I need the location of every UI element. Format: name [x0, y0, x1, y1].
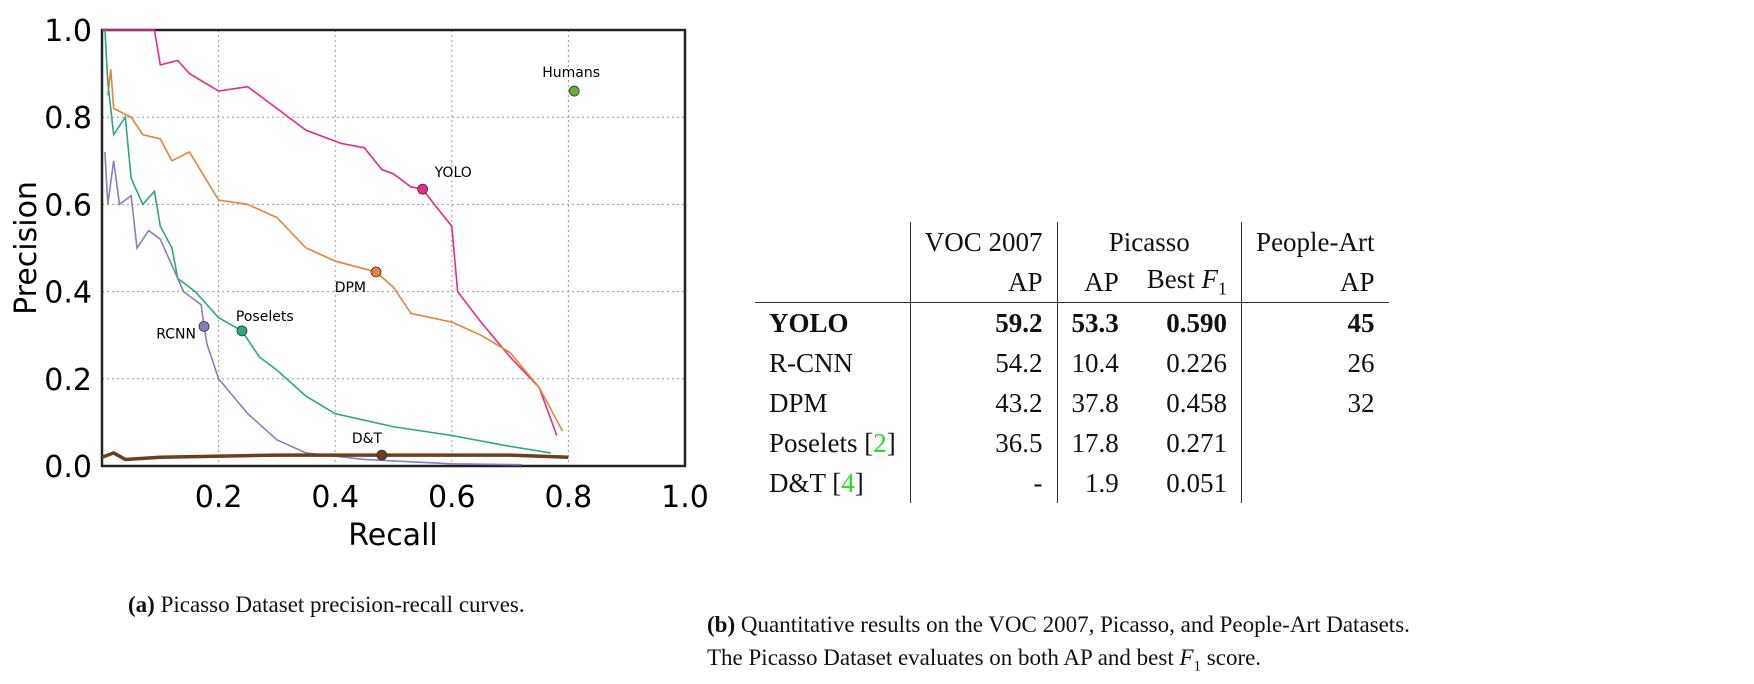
series-marker — [370, 266, 382, 278]
series-marker — [568, 85, 580, 97]
x-tick-label: 0.2 — [195, 480, 243, 515]
series-line — [102, 29, 558, 436]
caption-b-line2: The Picasso Dataset evaluates on both AP… — [707, 645, 1180, 670]
cell-picasso-ap: 53.3 — [1056, 302, 1133, 343]
cell-voc-ap: 59.2 — [909, 302, 1058, 343]
cell-picasso-f1: 0.458 — [1166, 387, 1228, 418]
y-axis-label: Precision — [9, 181, 44, 315]
series-label: DPM — [335, 280, 366, 296]
cell-picasso-ap: 37.8 — [1056, 383, 1133, 423]
cell-name: R-CNN — [769, 347, 854, 378]
citation-link[interactable]: 4 — [841, 467, 855, 498]
cell-picasso-f1: 0.271 — [1166, 427, 1228, 458]
series-rcnn: RCNN — [104, 152, 522, 466]
y-tick-label: 0.4 — [44, 276, 92, 311]
x-tick-label: 0.6 — [428, 480, 476, 515]
cell-voc-ap: 54.2 — [909, 343, 1058, 383]
series-line — [104, 152, 522, 466]
header-picasso-f1: Best F1 — [1132, 262, 1242, 303]
cell-peopleart-ap: 32 — [1241, 383, 1389, 423]
header-voc-ap: AP — [909, 262, 1058, 303]
y-tick-label: 0.2 — [44, 363, 92, 398]
series-marker — [198, 321, 210, 332]
cell-picasso-f1: 0.590 — [1166, 307, 1228, 338]
cell-voc-ap: 36.5 — [909, 423, 1058, 463]
cell-voc-ap: 43.2 — [909, 383, 1058, 423]
series-d-t: D&T — [101, 431, 569, 462]
cell-name: Poselets [2] — [769, 427, 896, 458]
y-tick-label: 1.0 — [44, 14, 92, 49]
caption-b-line1: Quantitative results on the VOC 2007, Pi… — [735, 612, 1410, 637]
header-people-art: People-Art — [1241, 222, 1389, 262]
grid — [102, 30, 685, 466]
table-row: YOLO 59.2 53.3 0.590 45 — [755, 302, 1389, 343]
x-axis-label: Recall — [348, 518, 438, 553]
series-label: YOLO — [434, 165, 472, 181]
cell-name: YOLO — [769, 307, 849, 338]
cell-voc-ap: - — [909, 463, 1058, 503]
series-line — [101, 450, 569, 462]
table-row: D&T [4] -1.9 0.051 — [755, 463, 1389, 503]
caption-a-label: (a) — [128, 592, 155, 617]
cell-name: D&T [4] — [769, 467, 864, 498]
header-picasso-ap: AP — [1056, 262, 1133, 303]
caption-b-label: (b) — [707, 612, 736, 637]
y-tick-label: 0.6 — [44, 188, 92, 223]
x-tick-label: 1.0 — [661, 480, 709, 515]
series-marker — [417, 183, 429, 195]
cell-picasso-f1: 0.226 — [1166, 347, 1228, 378]
series-label: RCNN — [156, 326, 196, 342]
series-dpm: DPM — [107, 69, 564, 432]
cell-peopleart-ap — [1241, 423, 1389, 463]
cell-peopleart-ap: 26 — [1241, 343, 1389, 383]
cell-picasso-ap: 10.4 — [1056, 343, 1133, 383]
x-tick-label: 0.4 — [311, 480, 359, 515]
plot-frame — [100, 28, 687, 468]
y-tick-label: 0.8 — [44, 101, 92, 136]
series-poselets: Poselets — [104, 29, 552, 454]
cell-peopleart-ap: 45 — [1241, 302, 1389, 343]
cell-picasso-f1: 0.051 — [1166, 467, 1228, 498]
header-picasso: Picasso — [1056, 222, 1242, 262]
cell-picasso-ap: 17.8 — [1056, 423, 1133, 463]
y-tick-label: 0.0 — [44, 450, 92, 485]
table-row: R-CNN 54.2 10.4 0.226 26 — [755, 343, 1389, 383]
series-label: D&T — [352, 431, 383, 447]
cell-picasso-ap: 1.9 — [1056, 463, 1133, 503]
series-marker — [376, 449, 388, 461]
series-yolo: YOLO — [102, 29, 558, 436]
series-line — [104, 29, 552, 454]
header-people-art-ap: AP — [1241, 262, 1389, 303]
table-row: DPM 43.2 37.8 0.458 32 — [755, 383, 1389, 423]
series-humans: Humans — [542, 65, 600, 97]
series-label: Poselets — [236, 309, 294, 325]
series-marker — [236, 325, 248, 337]
table-row: Poselets [2] 36.5 17.8 0.271 — [755, 423, 1389, 463]
x-tick-label: 0.8 — [545, 480, 593, 515]
caption-a: (a) Picasso Dataset precision-recall cur… — [128, 592, 525, 618]
caption-a-text: Picasso Dataset precision-recall curves. — [154, 592, 525, 617]
series-label: Humans — [542, 65, 600, 81]
cell-name: DPM — [769, 387, 828, 418]
series-line — [107, 69, 564, 432]
table-header-groups: VOC 2007 Picasso People-Art — [755, 222, 1389, 262]
cell-peopleart-ap — [1241, 463, 1389, 503]
caption-b: (b) Quantitative results on the VOC 2007… — [707, 612, 1410, 675]
table-header-metrics: AP AP Best F1 AP — [755, 262, 1389, 303]
citation-link[interactable]: 2 — [873, 427, 887, 458]
results-table: VOC 2007 Picasso People-Art AP AP Best F… — [755, 222, 1389, 503]
precision-recall-chart: 0.2 0.4 0.6 0.8 1.0 0.0 0.2 0.4 0.6 0.8 1.0 YOLO DP… — [9, 14, 709, 553]
header-voc: VOC 2007 — [909, 222, 1058, 262]
